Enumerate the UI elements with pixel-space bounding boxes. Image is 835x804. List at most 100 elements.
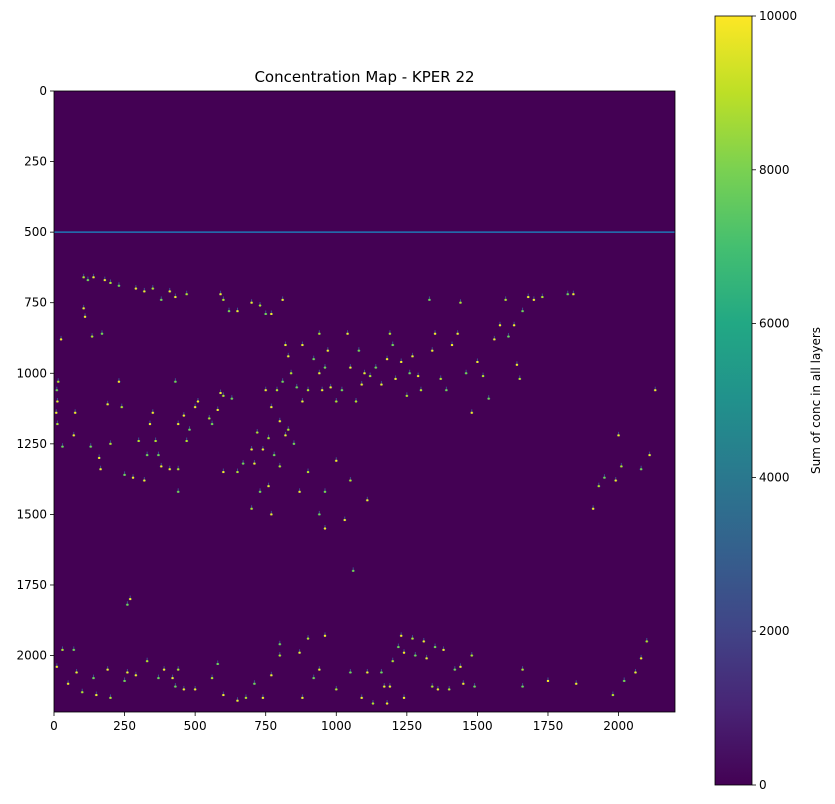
hotspot-marker bbox=[216, 406, 220, 411]
hotspot-marker bbox=[176, 465, 180, 471]
hotspot-marker bbox=[60, 646, 64, 651]
hotspot-marker bbox=[348, 477, 352, 482]
hotspot-marker bbox=[221, 296, 225, 301]
hotspot-marker bbox=[221, 468, 225, 474]
hotspot-marker bbox=[571, 290, 575, 296]
hotspot-marker bbox=[151, 409, 155, 414]
hotspot-marker bbox=[281, 296, 285, 301]
hotspot-marker bbox=[286, 352, 290, 358]
plot-area bbox=[53, 90, 676, 713]
hotspot-marker bbox=[405, 392, 409, 397]
y-tick-label: 2000 bbox=[16, 649, 47, 663]
x-tick-label: 2000 bbox=[603, 719, 634, 733]
hotspot-marker bbox=[145, 657, 149, 663]
hotspot-marker bbox=[156, 451, 160, 457]
y-axis: 0 250 500 750 1000 1250 1500 1750 2000 bbox=[16, 84, 54, 663]
hotspot-marker bbox=[416, 372, 420, 378]
hotspot-marker bbox=[269, 403, 273, 409]
hotspot-marker bbox=[360, 694, 364, 699]
y-tick-label: 1000 bbox=[16, 366, 47, 380]
hotspot-marker bbox=[639, 654, 643, 660]
hotspot-marker bbox=[619, 462, 623, 468]
colorbar-tick-label: 10000 bbox=[759, 9, 797, 23]
hotspot-marker bbox=[371, 700, 375, 705]
hotspot-marker bbox=[275, 386, 279, 392]
hotspot-marker bbox=[422, 637, 426, 643]
hotspot-marker bbox=[399, 632, 403, 637]
hotspot-marker bbox=[193, 685, 197, 691]
hotspot-marker bbox=[278, 652, 282, 657]
hotspot-marker bbox=[281, 378, 285, 383]
plot-frame bbox=[53, 90, 676, 713]
hotspot-marker bbox=[193, 403, 197, 409]
hotspot-marker bbox=[323, 525, 327, 530]
colorbar-tick-label: 0 bbox=[759, 778, 767, 792]
hotspot-marker bbox=[267, 482, 271, 488]
hotspot-marker bbox=[99, 465, 103, 471]
hotspot-marker bbox=[614, 477, 618, 482]
hotspot-marker bbox=[532, 296, 536, 301]
hotspot-marker bbox=[323, 632, 327, 637]
hotspot-marker bbox=[360, 381, 364, 386]
hotspot-marker bbox=[487, 395, 491, 400]
hotspot-marker bbox=[323, 488, 327, 493]
hotspot-marker bbox=[408, 369, 412, 375]
hotspot-marker bbox=[597, 482, 601, 488]
hotspot-marker bbox=[317, 330, 321, 335]
hotspot-marker bbox=[639, 465, 643, 471]
hotspot-marker bbox=[346, 330, 350, 335]
hotspot-marker bbox=[306, 468, 310, 474]
hotspot-marker bbox=[83, 313, 87, 318]
hotspot-marker bbox=[382, 683, 386, 688]
hotspot-marker bbox=[159, 462, 163, 468]
hotspot-marker bbox=[269, 510, 273, 516]
hotspot-marker bbox=[241, 460, 245, 465]
hotspot-marker bbox=[108, 440, 112, 445]
hotspot-marker bbox=[540, 293, 544, 299]
hotspot-marker bbox=[185, 290, 189, 296]
hotspot-marker bbox=[348, 668, 352, 674]
hotspot-marker bbox=[145, 451, 149, 457]
hotspot-marker bbox=[447, 685, 451, 691]
colorbar-tick-label: 8000 bbox=[759, 163, 790, 177]
hotspot-marker bbox=[602, 474, 606, 479]
hotspot-marker bbox=[269, 310, 273, 315]
hotspot-marker bbox=[187, 426, 191, 431]
hotspot-marker bbox=[300, 341, 304, 347]
hotspot-marker bbox=[481, 372, 485, 378]
y-tick-label: 250 bbox=[24, 155, 47, 169]
hotspot-marker bbox=[498, 321, 502, 327]
hotspot-marker bbox=[365, 668, 369, 674]
hotspot-marker bbox=[103, 276, 107, 282]
hotspot-marker bbox=[185, 437, 189, 443]
hotspot-marker bbox=[92, 674, 96, 680]
hotspot-marker bbox=[73, 409, 77, 414]
hotspot-marker bbox=[272, 451, 276, 457]
hotspot-marker bbox=[433, 330, 437, 335]
hotspot-marker bbox=[128, 595, 132, 601]
hotspot-marker bbox=[458, 663, 462, 668]
hotspot-marker bbox=[340, 386, 344, 392]
hotspot-marker bbox=[55, 386, 59, 392]
hotspot-marker bbox=[221, 392, 225, 397]
y-tick-label: 0 bbox=[39, 84, 47, 98]
hotspot-marker bbox=[427, 296, 431, 301]
hotspot-marker bbox=[521, 683, 525, 688]
hotspot-marker bbox=[75, 668, 79, 674]
hotspot-marker bbox=[295, 383, 299, 389]
hotspot-marker bbox=[399, 358, 403, 363]
colorbar-tick-label: 2000 bbox=[759, 624, 790, 638]
hotspot-marker bbox=[55, 398, 59, 403]
hotspot-marker bbox=[90, 333, 94, 338]
hotspot-marker bbox=[82, 304, 86, 310]
hotspot-marker bbox=[227, 307, 231, 313]
hotspot-marker bbox=[617, 431, 621, 437]
hotspot-marker bbox=[210, 674, 214, 680]
hotspot-marker bbox=[388, 683, 392, 688]
hotspot-marker bbox=[120, 403, 124, 409]
colorbar: 0 2000 4000 6000 8000 10000 Sum of conc in al… bbox=[714, 9, 823, 792]
hotspot-marker bbox=[357, 347, 361, 352]
hotspot-marker bbox=[82, 273, 86, 279]
hotspot-marker bbox=[286, 426, 290, 431]
